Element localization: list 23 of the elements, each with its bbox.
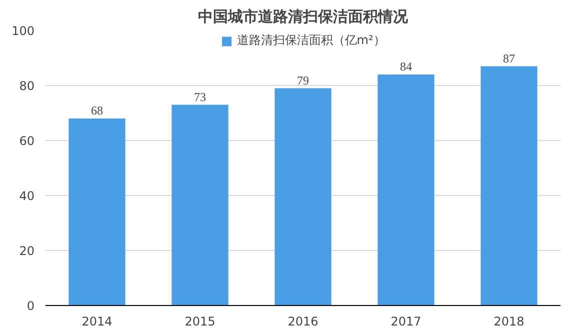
y-tick-label: 80	[19, 79, 35, 93]
y-tick-label: 0	[26, 299, 35, 313]
y-tick-label: 100	[12, 24, 34, 38]
data-label: 79	[297, 73, 309, 88]
legend-label: 道路清扫保洁面积（亿m²）	[236, 32, 386, 49]
x-tick-label: 2015	[184, 314, 216, 328]
bar	[480, 66, 538, 306]
bar	[274, 88, 332, 306]
x-tick-label: 2017	[390, 314, 422, 328]
chart-title: 中国城市道路清扫保洁面积情况	[198, 8, 409, 26]
x-tick-label: 2014	[82, 314, 112, 328]
x-tick-label: 2016	[288, 314, 318, 328]
data-label: 87	[503, 51, 515, 66]
data-label: 68	[91, 104, 103, 118]
x-tick-label: 2018	[494, 314, 524, 328]
bar	[172, 104, 228, 306]
y-tick-label: 20	[19, 244, 35, 258]
bar	[378, 74, 434, 306]
data-label: 73	[194, 90, 206, 104]
y-tick-label: 60	[19, 134, 35, 148]
data-label: 84	[400, 60, 412, 74]
bar	[68, 118, 126, 306]
y-tick-label: 40	[19, 189, 35, 203]
